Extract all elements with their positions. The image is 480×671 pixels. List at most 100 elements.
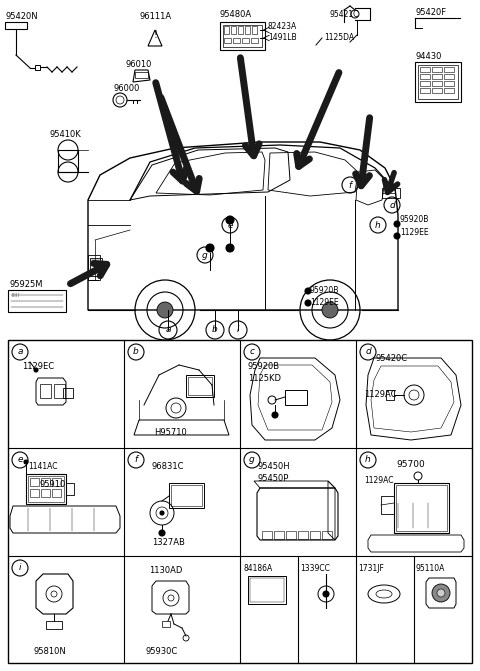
Bar: [26, 474, 66, 504]
Text: 94430: 94430: [415, 52, 442, 61]
Circle shape: [305, 300, 311, 306]
Circle shape: [272, 412, 278, 418]
Bar: [420, 74, 430, 79]
Text: 1125DA: 1125DA: [324, 33, 354, 42]
Text: 1125KD: 1125KD: [248, 374, 281, 383]
Bar: [231, 26, 236, 34]
Text: h: h: [375, 221, 381, 229]
Bar: [233, 38, 240, 43]
Text: f: f: [348, 180, 351, 189]
Text: 1491LB: 1491LB: [268, 33, 297, 42]
Bar: [5, 22, 27, 29]
Bar: [52, 478, 61, 486]
Bar: [310, 531, 320, 539]
Text: 1130AD: 1130AD: [149, 566, 182, 575]
Circle shape: [157, 302, 173, 318]
Bar: [90, 258, 102, 276]
Text: 95420N: 95420N: [5, 12, 37, 21]
Bar: [251, 38, 258, 43]
Bar: [420, 67, 430, 72]
Bar: [224, 26, 229, 34]
Bar: [248, 576, 286, 604]
Text: d: d: [389, 201, 395, 209]
Text: 1129EE: 1129EE: [400, 228, 429, 237]
Circle shape: [226, 216, 234, 224]
Text: i: i: [19, 564, 21, 572]
Bar: [444, 67, 454, 72]
Bar: [46, 621, 62, 629]
Text: 1327AB: 1327AB: [152, 538, 185, 547]
Bar: [238, 26, 243, 34]
Circle shape: [394, 221, 400, 227]
Bar: [54, 384, 65, 398]
Text: 1129EE: 1129EE: [310, 298, 338, 307]
Bar: [420, 88, 430, 93]
Text: 95910: 95910: [40, 480, 66, 489]
Bar: [135, 72, 148, 78]
Bar: [286, 531, 296, 539]
Bar: [252, 26, 257, 34]
Bar: [188, 377, 212, 395]
Text: H95710: H95710: [154, 428, 187, 437]
Bar: [432, 88, 442, 93]
Bar: [224, 38, 231, 43]
Text: 96831C: 96831C: [152, 462, 184, 471]
Text: 95110A: 95110A: [416, 564, 445, 573]
Bar: [381, 496, 394, 514]
Bar: [432, 81, 442, 86]
Text: b: b: [212, 325, 218, 335]
Text: 95810N: 95810N: [33, 647, 66, 656]
Circle shape: [437, 589, 445, 597]
Text: 95920B: 95920B: [400, 215, 430, 224]
Bar: [245, 26, 250, 34]
Bar: [394, 483, 449, 533]
Text: 95421C: 95421C: [330, 10, 360, 19]
Bar: [444, 74, 454, 79]
Bar: [415, 62, 461, 102]
Text: c: c: [250, 348, 254, 356]
Bar: [220, 22, 265, 50]
Text: 95410K: 95410K: [50, 130, 82, 139]
Text: a: a: [165, 325, 171, 335]
Bar: [242, 38, 249, 43]
Bar: [298, 531, 308, 539]
Bar: [8, 290, 66, 312]
Text: g: g: [249, 456, 255, 464]
Bar: [382, 188, 400, 198]
Text: b: b: [133, 348, 139, 356]
Bar: [66, 483, 74, 495]
Circle shape: [305, 288, 311, 294]
Bar: [444, 81, 454, 86]
Text: i: i: [237, 325, 239, 335]
Text: 1141AC: 1141AC: [28, 462, 58, 471]
Text: 95420F: 95420F: [415, 8, 446, 17]
Bar: [63, 388, 73, 398]
Bar: [432, 74, 442, 79]
Text: 96010: 96010: [126, 60, 152, 69]
Bar: [169, 483, 204, 508]
Bar: [432, 67, 442, 72]
Circle shape: [226, 244, 234, 252]
Circle shape: [432, 584, 450, 602]
Text: 95450H: 95450H: [258, 462, 290, 471]
Text: 96111A: 96111A: [140, 12, 172, 21]
Bar: [41, 489, 50, 497]
Text: e: e: [227, 221, 233, 229]
Text: 1129EC: 1129EC: [22, 362, 54, 371]
Bar: [58, 150, 78, 172]
Text: 1731JF: 1731JF: [358, 564, 384, 573]
Circle shape: [34, 368, 38, 372]
Text: 1129AC: 1129AC: [364, 476, 394, 485]
Text: e: e: [17, 456, 23, 464]
Text: f: f: [134, 456, 138, 464]
Bar: [186, 375, 214, 397]
Bar: [52, 489, 61, 497]
Text: d: d: [365, 348, 371, 356]
Bar: [171, 485, 202, 506]
Bar: [420, 81, 430, 86]
Text: 95450P: 95450P: [258, 474, 289, 483]
Text: 95480A: 95480A: [220, 10, 252, 19]
Text: 96000: 96000: [114, 84, 140, 93]
Bar: [88, 255, 100, 280]
Circle shape: [24, 460, 28, 464]
